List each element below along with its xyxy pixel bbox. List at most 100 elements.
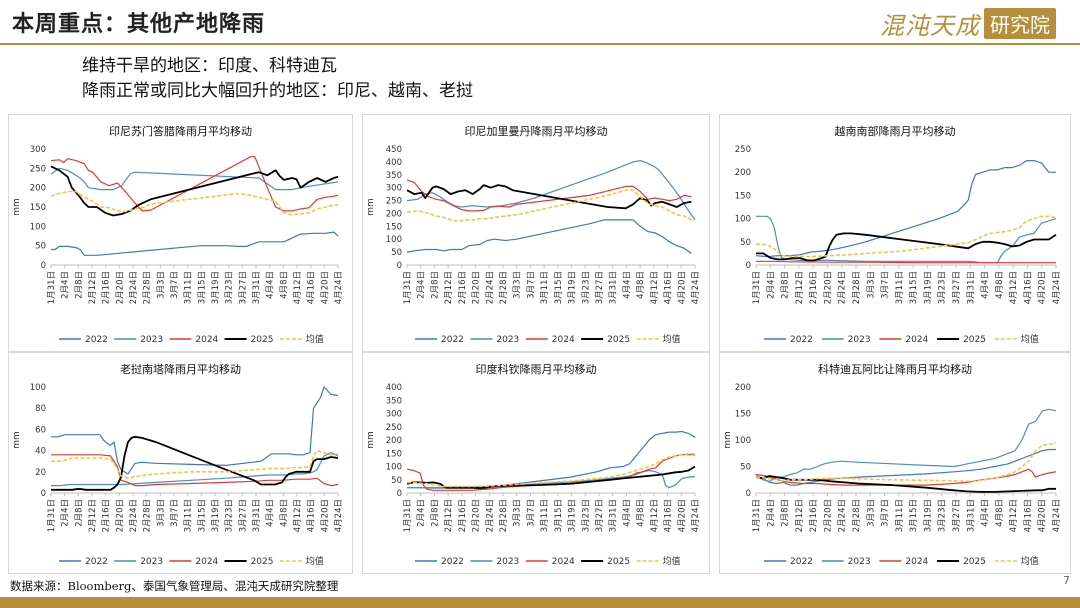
chart-title: 印尼苏门答腊降雨月平均移动 bbox=[109, 124, 252, 138]
y-tick-label: 450 bbox=[386, 145, 402, 155]
series-line-2025 bbox=[406, 465, 696, 490]
y-tick-label: 0 bbox=[746, 261, 751, 271]
x-tick-label: 3月19日 bbox=[211, 499, 221, 532]
x-tick-label: 4月12日 bbox=[293, 271, 303, 304]
x-tick-label: 4月4日 bbox=[981, 499, 991, 527]
chart-panel-sumatra: 印尼苏门答腊降雨月平均移动 mm 0 50 100 150 200 250 300 1月31日 2月… bbox=[8, 114, 353, 352]
x-tick-label: 3月27日 bbox=[238, 499, 248, 532]
x-tick-label: 3月11日 bbox=[540, 271, 550, 304]
legend-label: 2023 bbox=[848, 335, 871, 345]
x-tick-label: 2月16日 bbox=[458, 271, 468, 304]
y-tick-label: 100 bbox=[30, 383, 46, 393]
x-tick-label: 2月4日 bbox=[417, 499, 427, 527]
legend-label: 2025 bbox=[607, 557, 630, 567]
legend-label: 均值 bbox=[1021, 333, 1039, 345]
x-tick-label: 3月31日 bbox=[609, 499, 619, 532]
x-tick-label: 2月20日 bbox=[823, 271, 833, 304]
series-line-2023 bbox=[756, 215, 1057, 264]
series-line-2022 bbox=[755, 448, 1056, 486]
y-tick-label: 40 bbox=[35, 447, 46, 457]
series-line-2024 bbox=[50, 156, 339, 212]
x-tick-label: 4月4日 bbox=[266, 271, 276, 299]
legend-label: 2022 bbox=[790, 557, 813, 567]
x-tick-label: 2月20日 bbox=[115, 499, 125, 532]
series-line-2025 bbox=[756, 232, 1057, 262]
x-tick-label: 4月16日 bbox=[1023, 499, 1033, 532]
x-tick-label: 3月23日 bbox=[938, 499, 948, 532]
y-tick-label: 200 bbox=[735, 168, 751, 178]
series-line-2023 bbox=[755, 408, 1057, 482]
x-tick-label: 3月15日 bbox=[909, 499, 919, 532]
legend-label: 2025 bbox=[963, 557, 986, 567]
footer-band bbox=[0, 597, 1080, 608]
x-tick-label: 3月7日 bbox=[526, 499, 536, 527]
x-tick-label: 3月15日 bbox=[909, 271, 919, 304]
series-line-2025 bbox=[755, 475, 1056, 493]
x-tick-label: 2月12日 bbox=[795, 499, 805, 532]
x-tick-label: 4月4日 bbox=[622, 499, 632, 527]
series-line-2024 bbox=[406, 179, 692, 212]
x-tick-label: 3月7日 bbox=[526, 271, 536, 299]
x-tick-label: 2月28日 bbox=[499, 271, 509, 304]
x-tick-label: 4月4日 bbox=[266, 499, 276, 527]
x-tick-label: 2月4日 bbox=[766, 499, 776, 527]
x-tick-label: 4月12日 bbox=[650, 499, 660, 532]
series-line-均值 bbox=[50, 190, 338, 216]
y-tick-label: 250 bbox=[386, 423, 402, 433]
x-tick-label: 4月24日 bbox=[1052, 271, 1062, 304]
slide-title: 本周重点：其他产地降雨 bbox=[12, 11, 266, 37]
y-tick-label: 100 bbox=[30, 222, 46, 232]
x-tick-label: 3月3日 bbox=[866, 271, 876, 299]
key-points: 维持干旱的地区：印度、科特迪瓦 降雨正常或同比大幅回升的地区：印尼、越南、老挝 bbox=[82, 54, 473, 104]
series-line-均值 bbox=[51, 449, 339, 479]
x-tick-label: 3月7日 bbox=[170, 271, 180, 299]
x-tick-label: 3月11日 bbox=[895, 499, 905, 532]
legend-label: 2024 bbox=[195, 557, 218, 567]
series-line-2022 bbox=[755, 160, 1056, 258]
x-tick-label: 4月24日 bbox=[691, 271, 701, 304]
x-tick-label: 4月16日 bbox=[664, 499, 674, 532]
x-tick-label: 2月16日 bbox=[102, 499, 112, 532]
x-tick-label: 1月31日 bbox=[47, 271, 57, 304]
legend-label: 2025 bbox=[607, 335, 630, 345]
x-tick-label: 3月27日 bbox=[952, 499, 962, 532]
legend-label: 2023 bbox=[140, 335, 163, 345]
x-tick-label: 4月12日 bbox=[293, 499, 303, 532]
legend-label: 2022 bbox=[85, 557, 108, 567]
x-tick-label: 4月16日 bbox=[307, 499, 317, 532]
x-tick-label: 3月3日 bbox=[513, 499, 523, 527]
y-tick-label: 80 bbox=[35, 404, 46, 414]
series-line-2025 bbox=[406, 184, 692, 210]
y-tick-label: 250 bbox=[735, 145, 751, 155]
y-tick-label: 150 bbox=[386, 449, 402, 459]
x-tick-label: 2月16日 bbox=[809, 499, 819, 532]
y-tick-label: 350 bbox=[386, 171, 402, 181]
series-line-均值 bbox=[406, 453, 695, 488]
series-line-2025 bbox=[50, 165, 339, 217]
series-line-2024 bbox=[756, 260, 1056, 264]
x-tick-label: 2月20日 bbox=[823, 499, 833, 532]
x-tick-label: 3月31日 bbox=[609, 271, 619, 304]
legend-label: 2023 bbox=[140, 557, 163, 567]
series-line-2022 bbox=[407, 430, 696, 489]
x-tick-label: 3月3日 bbox=[156, 499, 166, 527]
legend-label: 2022 bbox=[85, 335, 108, 345]
y-tick-label: 50 bbox=[391, 476, 402, 486]
x-tick-label: 3月7日 bbox=[881, 499, 891, 527]
y-tick-label: 200 bbox=[386, 436, 402, 446]
chart-title: 老挝南塔降雨月平均移动 bbox=[120, 362, 241, 376]
y-tick-label: 100 bbox=[386, 463, 402, 473]
series-line-2023 bbox=[406, 160, 696, 221]
chart-svg-india-kochi: 印度科钦降雨月平均移动 mm 0 50 100 150 200 250 300 350 400 1月3… bbox=[366, 362, 701, 567]
x-tick-label: 4月12日 bbox=[1009, 499, 1019, 532]
x-tick-label: 2月28日 bbox=[143, 499, 153, 532]
x-tick-label: 2月8日 bbox=[74, 499, 84, 527]
x-tick-label: 3月3日 bbox=[156, 271, 166, 299]
x-tick-label: 3月19日 bbox=[211, 271, 221, 304]
y-tick-label: 400 bbox=[386, 158, 402, 168]
x-tick-label: 2月24日 bbox=[129, 271, 139, 304]
x-tick-label: 4月20日 bbox=[677, 499, 687, 532]
y-tick-label: 0 bbox=[41, 261, 46, 271]
x-tick-label: 3月31日 bbox=[252, 271, 262, 304]
legend-label: 2024 bbox=[195, 335, 218, 345]
